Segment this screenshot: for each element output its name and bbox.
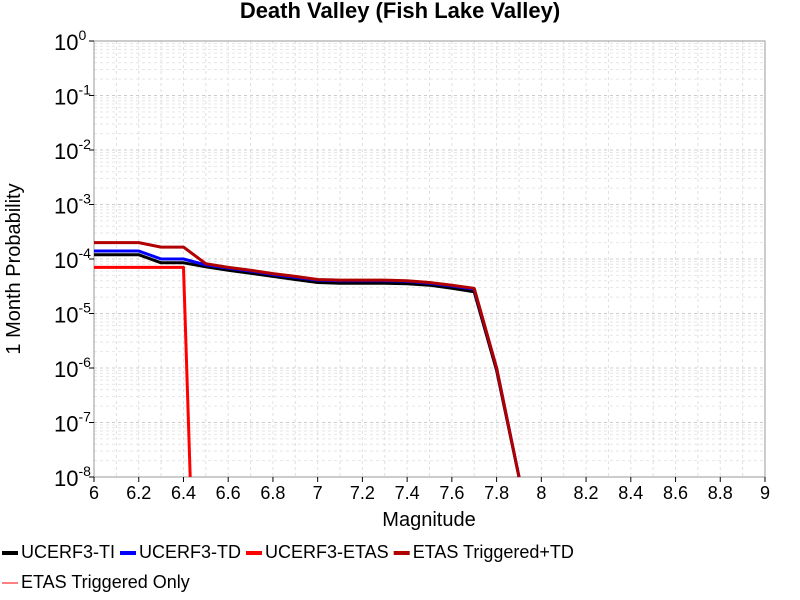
x-tick-label: 6 xyxy=(89,483,99,503)
y-tick-label: 10-6 xyxy=(54,354,91,382)
y-tick-exponent: -3 xyxy=(78,191,91,207)
x-tick-label: 7.4 xyxy=(395,483,420,503)
x-tick-label: 8.2 xyxy=(574,483,599,503)
x-tick-label: 6.6 xyxy=(216,483,241,503)
legend-label: UCERF3-TD xyxy=(139,542,241,562)
legend-label: UCERF3-ETAS xyxy=(265,542,389,562)
y-tick-label: 10-1 xyxy=(54,82,91,110)
legend-label: UCERF3-TI xyxy=(21,542,115,562)
y-tick-label: 10-5 xyxy=(54,300,91,328)
x-tick-label: 8.8 xyxy=(708,483,733,503)
legend-label: ETAS Triggered Only xyxy=(21,572,190,592)
y-tick-base: 10 xyxy=(54,85,78,110)
y-tick-label: 10-4 xyxy=(54,245,91,273)
x-tick-label: 7.2 xyxy=(350,483,375,503)
x-tick-label: 8 xyxy=(536,483,546,503)
y-tick-base: 10 xyxy=(54,466,78,491)
series-line xyxy=(94,265,192,478)
y-tick-exponent: -2 xyxy=(78,136,91,152)
y-tick-exponent: -6 xyxy=(78,354,91,370)
y-tick-exponent: -5 xyxy=(78,300,91,316)
x-tick-label: 7.6 xyxy=(439,483,464,503)
x-tick-label: 7.8 xyxy=(484,483,509,503)
y-tick-label: 10-3 xyxy=(54,191,91,219)
x-tick-label: 7 xyxy=(313,483,323,503)
y-tick-exponent: -7 xyxy=(78,409,91,425)
chart-title: Death Valley (Fish Lake Valley) xyxy=(240,0,560,23)
series-line xyxy=(94,241,521,478)
x-tick-label: 6.8 xyxy=(260,483,285,503)
y-tick-base: 10 xyxy=(54,248,78,273)
y-tick-base: 10 xyxy=(54,30,78,55)
series-layer xyxy=(94,241,521,478)
y-tick-base: 10 xyxy=(54,194,78,219)
x-axis-label: Magnitude xyxy=(382,509,475,531)
y-tick-base: 10 xyxy=(54,139,78,164)
y-tick-exponent: 0 xyxy=(78,27,86,43)
y-tick-exponent: -4 xyxy=(78,245,91,261)
x-tick-label: 8.6 xyxy=(663,483,688,503)
x-tick-label: 9 xyxy=(760,483,770,503)
series-line xyxy=(94,253,521,478)
x-axis-ticks: 6 6.2 6.4 6.6 6.8 7 7.2 7.4 7.6 7.8 8 8.2 8.4 8.6 8.8 9 xyxy=(89,477,770,503)
y-tick-label: 10-7 xyxy=(54,409,91,437)
y-tick-label: 10-8 xyxy=(54,463,91,491)
y-tick-exponent: -8 xyxy=(78,463,91,479)
y-axis-label: 1 Month Probability xyxy=(3,183,25,354)
y-tick-exponent: -1 xyxy=(78,82,91,98)
x-tick-label: 8.4 xyxy=(618,483,643,503)
y-tick-label: 100 xyxy=(54,27,86,55)
x-tick-label: 6.4 xyxy=(171,483,196,503)
y-tick-label: 10-2 xyxy=(54,136,91,164)
y-tick-base: 10 xyxy=(54,357,78,382)
x-tick-label: 6.2 xyxy=(126,483,151,503)
y-tick-base: 10 xyxy=(54,412,78,437)
grid xyxy=(94,41,765,478)
y-tick-base: 10 xyxy=(54,303,78,328)
legend-label: ETAS Triggered+TD xyxy=(413,542,574,562)
legend: UCERF3-TI UCERF3-TD UCERF3-ETAS ETAS Trigge… xyxy=(2,542,574,592)
